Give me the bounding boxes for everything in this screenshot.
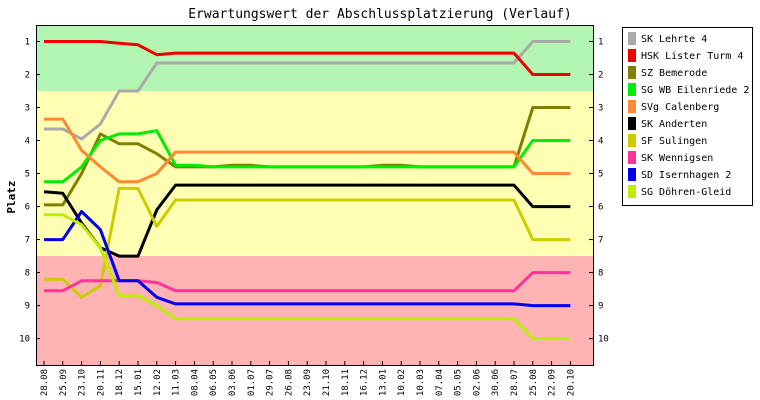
y-tick-label-left: 3: [25, 104, 30, 114]
x-tick-label: 18.11: [341, 369, 351, 396]
legend: SK Lehrte 4 HSK Lister Turm 4 SZ Bemerode S…: [622, 27, 753, 206]
legend-label: SVg Calenberg: [641, 102, 719, 113]
legend-swatch: [628, 117, 636, 130]
legend-label: SZ Bemerode: [641, 68, 707, 79]
x-tick-label: 29.07: [266, 369, 276, 396]
x-tick-label: 22.09: [548, 369, 558, 396]
series-line-5: [43, 183, 571, 258]
x-tick-label: 21.10: [322, 369, 332, 396]
x-tick-label: 05.05: [454, 369, 464, 396]
legend-label: SK Wennigsen: [641, 153, 713, 164]
legend-swatch: [628, 151, 636, 164]
legend-label: SG WB Eilenriede 2: [641, 85, 749, 96]
x-tick-label: 13.01: [378, 369, 388, 396]
legend-swatch: [628, 49, 636, 62]
y-tick-label-right: 5: [598, 170, 603, 180]
x-tick-label: 02.06: [472, 369, 482, 396]
x-axis-ticks: 28.08 25.09 23.10 20.11 18.12 15.01 12.02 11.03…: [40, 361, 576, 396]
legend-swatch: [628, 168, 636, 181]
series-line-3: [44, 129, 571, 184]
x-tick-label: 25.09: [59, 369, 69, 396]
background-zones: [36, 25, 593, 365]
y-tick-label-right: 3: [598, 104, 603, 114]
series-lines: [43, 40, 571, 341]
x-tick-label: 03.06: [228, 369, 238, 396]
legend-box: [622, 27, 753, 206]
x-tick-label: 25.08: [529, 369, 539, 396]
x-tick-label: 16.12: [360, 369, 370, 396]
legend-swatch: [628, 134, 636, 147]
y-tick-label-left: 9: [25, 302, 30, 312]
x-tick-label: 30.06: [491, 369, 501, 396]
y-tick-label-right: 9: [598, 302, 603, 312]
x-tick-label: 28.08: [40, 369, 50, 396]
x-tick-label: 28.07: [510, 369, 520, 396]
x-tick-label: 18.12: [115, 369, 125, 396]
y-tick-label-left: 1: [25, 38, 30, 48]
series-line-0: [44, 40, 571, 141]
x-tick-label: 23.09: [303, 369, 313, 396]
y-tick-label-left: 2: [25, 71, 30, 81]
series-line-1: [44, 40, 571, 76]
x-tick-label: 15.01: [134, 369, 144, 396]
y-tick-label-left: 4: [25, 137, 30, 147]
y-tick-label-left: 8: [25, 269, 30, 279]
legend-label: SK Lehrte 4: [641, 34, 707, 45]
y-tick-label-right: 10: [598, 335, 609, 345]
zone-band-2: [36, 256, 593, 365]
series-line-9: [44, 213, 571, 341]
legend-label: SK Anderten: [641, 119, 707, 130]
zone-band-1: [36, 91, 593, 257]
series-line-8: [44, 210, 571, 308]
legend-swatch: [628, 66, 636, 79]
legend-swatch: [628, 32, 636, 45]
x-tick-label: 10.02: [397, 369, 407, 396]
x-tick-label: 10.03: [416, 369, 426, 396]
x-tick-label: 23.10: [78, 369, 88, 396]
y-axis-ticks: 1 1 2 2 3 3 4 4 5 5 6 6 7 7 8 8 9 9 10 10: [19, 38, 609, 345]
y-tick-label-right: 4: [598, 137, 603, 147]
y-tick-label-right: 1: [598, 38, 603, 48]
series-line-4: [44, 117, 571, 184]
legend-label: HSK Lister Turm 4: [641, 51, 743, 62]
legend-swatch: [628, 100, 636, 113]
x-tick-label: 11.03: [172, 369, 182, 396]
legend-swatch: [628, 185, 636, 198]
y-tick-label-right: 8: [598, 269, 603, 279]
x-tick-label: 06.05: [209, 369, 219, 396]
zone-band-0: [36, 25, 593, 92]
legend-swatch: [628, 83, 636, 96]
x-tick-label: 20.10: [566, 369, 576, 396]
y-tick-label-left: 5: [25, 170, 30, 180]
legend-label: SG Döhren-Gleid: [641, 187, 731, 198]
x-tick-label: 20.11: [96, 369, 106, 396]
legend-label: SF Sulingen: [641, 136, 707, 147]
y-tick-label-right: 6: [598, 203, 603, 213]
chart-title: Erwartungswert der Abschlussplatzierung …: [188, 7, 572, 22]
legend-label: SD Isernhagen 2: [641, 170, 731, 181]
y-tick-label-right: 7: [598, 236, 603, 246]
x-tick-label: 08.04: [190, 369, 200, 396]
y-axis-label: Platz: [5, 180, 18, 213]
x-tick-label: 26.08: [284, 369, 294, 396]
y-tick-label-right: 2: [598, 71, 603, 81]
x-tick-label: 01.07: [247, 369, 257, 396]
y-tick-label-left: 6: [25, 203, 30, 213]
x-tick-label: 07.04: [435, 369, 445, 396]
x-tick-label: 12.02: [153, 369, 163, 396]
y-tick-label-left: 7: [25, 236, 30, 246]
y-tick-label-left: 10: [19, 335, 30, 345]
series-line-6: [44, 186, 571, 299]
plot-frame: [36, 25, 594, 366]
